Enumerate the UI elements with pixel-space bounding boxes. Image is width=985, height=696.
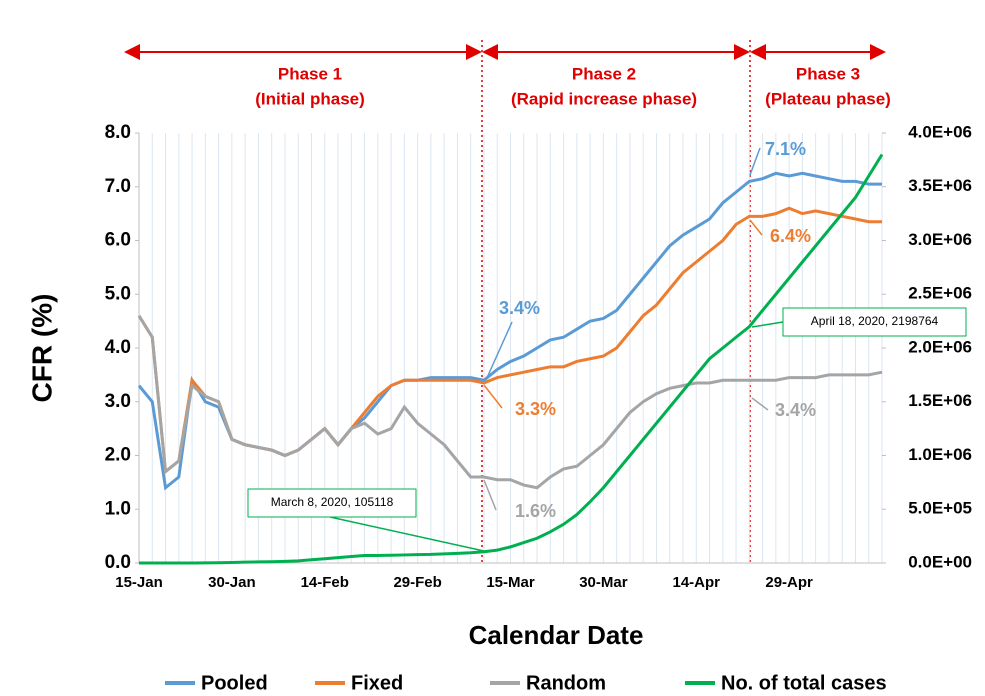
y-tick-label: 1.0: [105, 498, 131, 519]
phase-label: Phase 1: [278, 64, 342, 83]
y-tick-label: 0.0: [105, 552, 131, 573]
x-tick-label: 29-Apr: [765, 574, 813, 591]
annotation: 3.4%: [499, 298, 540, 318]
annotation: 1.6%: [515, 501, 556, 521]
y2-tick-label: 2.0E+06: [908, 337, 972, 356]
x-tick-label: 15-Mar: [486, 574, 535, 591]
annotation: April 18, 2020, 2198764: [811, 314, 939, 328]
annotation: 3.3%: [515, 399, 556, 419]
y2-tick-label: 1.5E+06: [908, 391, 972, 410]
y2-tick-label: 3.0E+06: [908, 230, 972, 249]
y2-tick-label: 0.0E+00: [908, 552, 972, 571]
phase-label: (Plateau phase): [765, 89, 891, 108]
y2-tick-label: 1.0E+06: [908, 445, 972, 464]
annotation-leader: [485, 321, 513, 381]
x-tick-label: 29-Feb: [393, 574, 441, 591]
annotation-box: [782, 307, 967, 337]
y-tick-label: 4.0: [105, 337, 131, 358]
legend-label: No. of total cases: [721, 672, 887, 694]
annotation: 7.1%: [765, 139, 806, 159]
x-tick-label: 14-Feb: [301, 574, 349, 591]
annotation-leader: [749, 219, 763, 236]
y-tick-label: 6.0: [105, 230, 131, 251]
legend-label: Random: [526, 672, 606, 694]
annotation-box: [247, 488, 417, 518]
y2-tick-label: 3.5E+06: [908, 176, 972, 195]
x-tick-label: 30-Jan: [208, 574, 256, 591]
y-tick-label: 5.0: [105, 283, 131, 304]
y2-tick-label: 5.0E+05: [908, 499, 972, 518]
annotation: 3.4%: [775, 400, 816, 420]
annotation: 6.4%: [770, 226, 811, 246]
phase-label: Phase 3: [796, 64, 860, 83]
x-axis-label: Calendar Date: [469, 620, 644, 650]
phase-label: (Initial phase): [255, 89, 365, 108]
y-tick-label: 2.0: [105, 445, 131, 466]
annotation-leader: [751, 321, 784, 328]
phase-label: (Rapid increase phase): [511, 89, 697, 108]
x-tick-label: 15-Jan: [115, 574, 163, 591]
phase-label: Phase 2: [572, 64, 636, 83]
annotation: March 8, 2020, 105118: [271, 495, 394, 509]
y2-tick-label: 4.0E+06: [908, 122, 972, 141]
annotation-leader: [329, 516, 485, 552]
legend-label: Pooled: [201, 672, 268, 694]
legend-label: Fixed: [351, 672, 403, 694]
y-axis-label: CFR (%): [26, 294, 57, 403]
annotation-leader: [483, 384, 503, 409]
series-line: [137, 314, 883, 490]
x-tick-label: 30-Mar: [579, 574, 628, 591]
y2-tick-label: 2.5E+06: [908, 284, 972, 303]
y-tick-label: 7.0: [105, 176, 131, 197]
y-tick-label: 8.0: [105, 122, 131, 143]
annotation-leader: [751, 397, 769, 411]
annotation-leader: [749, 147, 761, 176]
series-line: [139, 153, 884, 565]
x-tick-label: 14-Apr: [672, 574, 720, 591]
y-tick-label: 3.0: [105, 391, 131, 412]
annotation-leader: [483, 479, 497, 511]
